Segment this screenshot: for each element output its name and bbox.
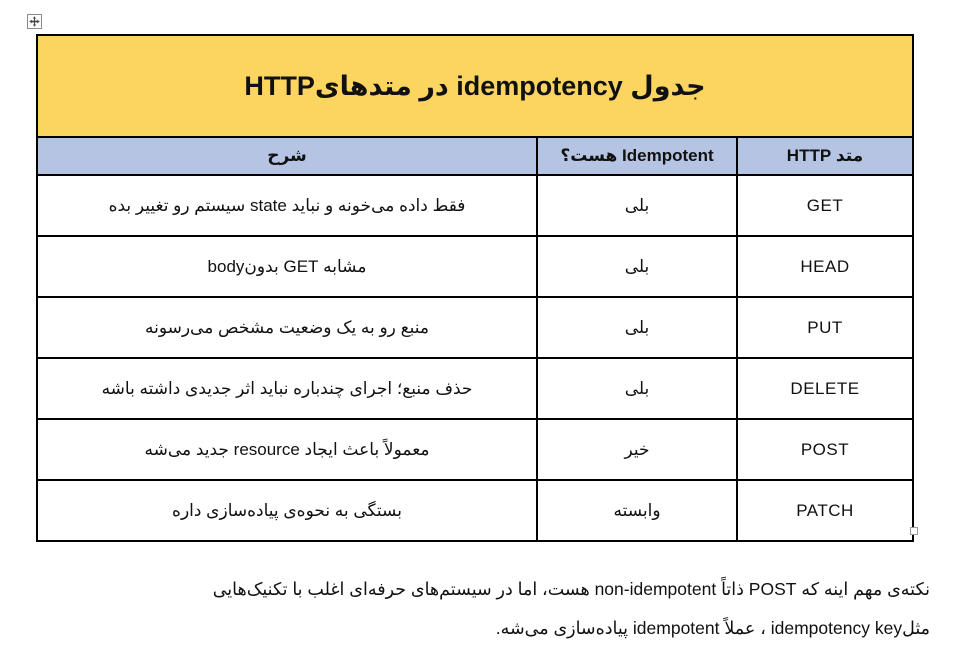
- col-header-desc: شرح: [36, 136, 538, 176]
- cell-method-patch: PATCH: [736, 479, 914, 542]
- cell-idempotent-delete: بلی: [536, 357, 738, 420]
- cell-desc-get: فقط داده می‌خونه و نباید state سیستم رو …: [36, 174, 538, 237]
- cell-method-post: POST: [736, 418, 914, 481]
- cell-desc-patch: بستگی به نحوه‌ی پیاده‌سازی داره: [36, 479, 538, 542]
- cell-method-put: PUT: [736, 296, 914, 359]
- table-row-get: GET بلی فقط داده می‌خونه و نباید state س…: [36, 174, 914, 237]
- table-move-handle[interactable]: [27, 14, 42, 29]
- table-row-patch: PATCH وابسته بستگی به نحوه‌ی پیاده‌سازی …: [36, 479, 914, 542]
- note-line-2: مثلidempotency key ، عملاً idempotent پی…: [495, 618, 930, 638]
- table-resize-handle[interactable]: [910, 527, 918, 535]
- table-title: جدول idempotency در متدهایHTTP: [36, 34, 914, 138]
- table-header-row: متد HTTP Idempotent هست؟ شرح: [36, 136, 914, 176]
- cell-method-get: GET: [736, 174, 914, 237]
- cell-method-head: HEAD: [736, 235, 914, 298]
- table-row-head: HEAD بلی مشابه GET بدونbody: [36, 235, 914, 298]
- cell-desc-put: منبع رو به یک وضعیت مشخص می‌رسونه: [36, 296, 538, 359]
- idempotency-table: جدول idempotency در متدهایHTTP متد HTTP …: [36, 34, 914, 542]
- cell-desc-post: معمولاً باعث ایجاد resource جدید می‌شه: [36, 418, 538, 481]
- table-row-delete: DELETE بلی حذف منبع؛ اجرای چندباره نباید…: [36, 357, 914, 420]
- cell-idempotent-get: بلی: [536, 174, 738, 237]
- move-cross-icon: [29, 16, 40, 27]
- col-header-idempotent: Idempotent هست؟: [536, 136, 738, 176]
- cell-desc-head: مشابه GET بدونbody: [36, 235, 538, 298]
- note-paragraph: نکته‌ی مهم اینه که POST ذاتاً non-idempo…: [40, 570, 930, 648]
- cell-idempotent-head: بلی: [536, 235, 738, 298]
- table-row-post: POST خیر معمولاً باعث ایجاد resource جدی…: [36, 418, 914, 481]
- cell-desc-delete: حذف منبع؛ اجرای چندباره نباید اثر جدیدی …: [36, 357, 538, 420]
- col-header-method: متد HTTP: [736, 136, 914, 176]
- cell-idempotent-put: بلی: [536, 296, 738, 359]
- cell-idempotent-patch: وابسته: [536, 479, 738, 542]
- note-line-1: نکته‌ی مهم اینه که POST ذاتاً non-idempo…: [212, 579, 930, 599]
- cell-idempotent-post: خیر: [536, 418, 738, 481]
- cell-method-delete: DELETE: [736, 357, 914, 420]
- table-title-row: جدول idempotency در متدهایHTTP: [36, 34, 914, 138]
- table-row-put: PUT بلی منبع رو به یک وضعیت مشخص می‌رسون…: [36, 296, 914, 359]
